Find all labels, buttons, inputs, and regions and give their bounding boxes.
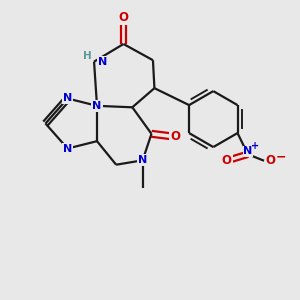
Text: O: O xyxy=(266,154,275,167)
Text: H: H xyxy=(83,51,92,62)
Text: O: O xyxy=(170,130,180,143)
Text: O: O xyxy=(118,11,128,24)
Text: N: N xyxy=(138,155,147,165)
Text: N: N xyxy=(63,143,72,154)
Text: O: O xyxy=(222,154,232,167)
Text: N: N xyxy=(98,57,107,67)
Text: N: N xyxy=(92,101,102,111)
Text: +: + xyxy=(251,141,259,151)
Text: N: N xyxy=(243,146,253,156)
Text: −: − xyxy=(276,151,286,164)
Text: N: N xyxy=(63,94,72,103)
